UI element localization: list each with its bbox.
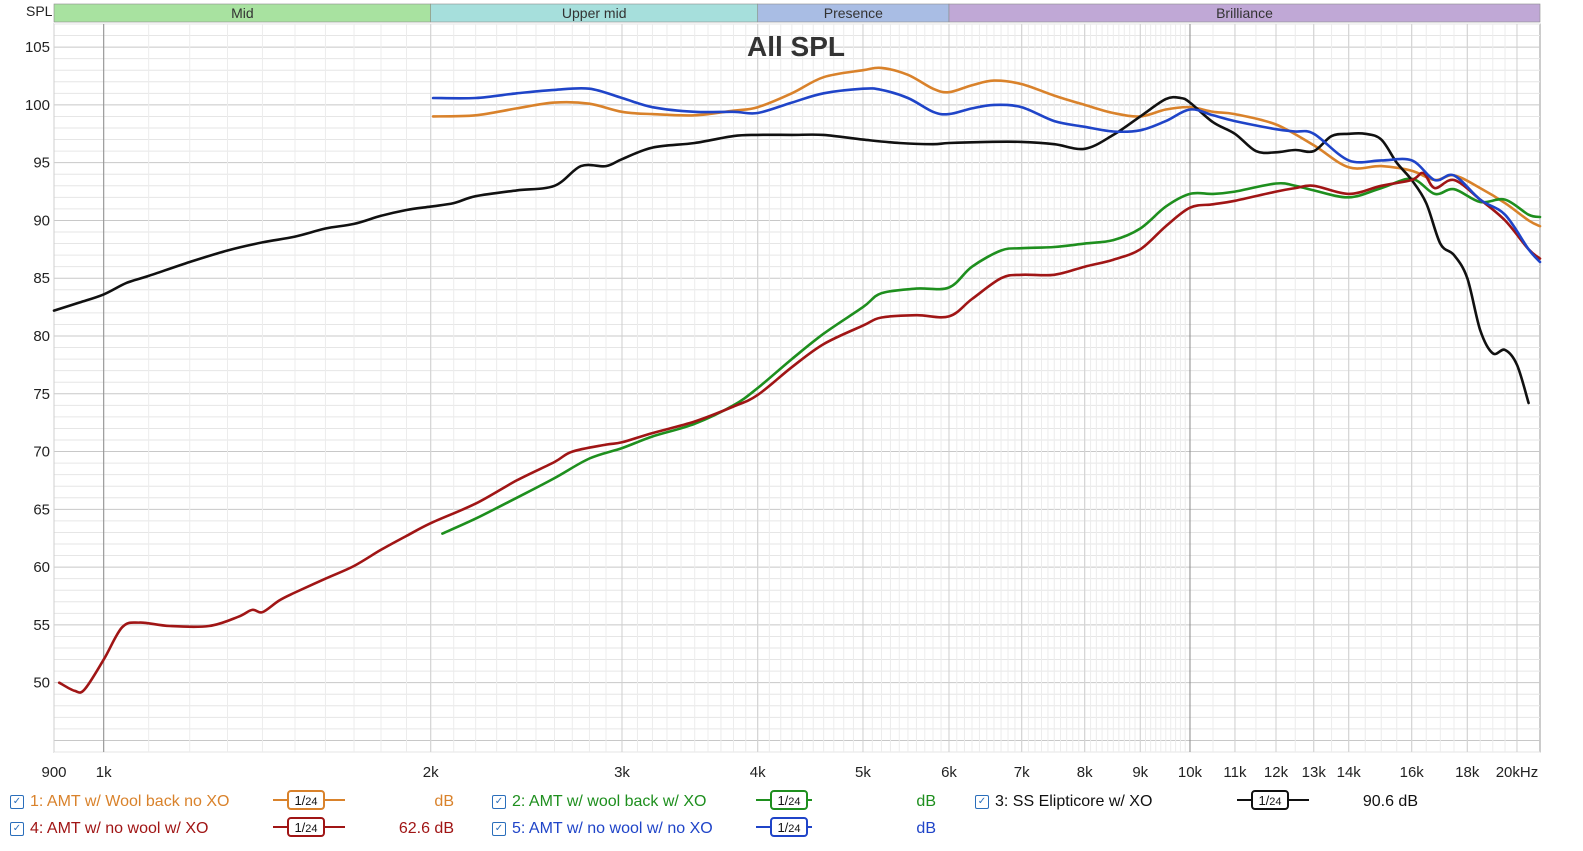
legend-value-3: 90.6 dB xyxy=(1362,793,1418,810)
legend-label: 1: AMT w/ Wool back no XO xyxy=(30,793,230,810)
legend-label: 2: AMT w/ wool back w/ XO xyxy=(512,793,707,810)
y-tick-label: 95 xyxy=(33,155,50,172)
x-tick-label: 6k xyxy=(941,764,957,781)
x-tick-label: 12k xyxy=(1264,764,1289,781)
chart-title: All SPL xyxy=(747,31,845,62)
smoothing-badge-2[interactable]: 1/24 xyxy=(756,790,812,810)
legend-value-4: 62.6 dB xyxy=(398,820,454,837)
smoothing-badge-4[interactable]: 1/24 xyxy=(273,817,345,837)
spl-chart: Mid Upper mid Presence Brilliance 50 55 60 65 70… xyxy=(25,3,1542,781)
x-tick-label: 2k xyxy=(423,764,439,781)
x-tick-label: 1k xyxy=(96,764,112,781)
legend-value-2: dB xyxy=(916,793,936,810)
y-axis-label: SPL xyxy=(26,3,53,19)
y-tick-label: 65 xyxy=(33,501,50,518)
x-tick-label: 9k xyxy=(1132,764,1148,781)
y-tick-label: 75 xyxy=(33,386,50,403)
x-tick-label: 5k xyxy=(855,764,871,781)
legend-label: 5: AMT w/ no wool w/ no XO xyxy=(512,820,713,837)
x-tick-label: 14k xyxy=(1337,764,1362,781)
x-tick-label: 3k xyxy=(614,764,630,781)
x-tick-label: 16k xyxy=(1400,764,1425,781)
x-tick-label: 4k xyxy=(750,764,766,781)
y-tick-label: 85 xyxy=(33,270,50,287)
band-label: Brilliance xyxy=(1216,5,1273,21)
legend-item-5[interactable]: ✓ 5: AMT w/ no wool w/ no XO xyxy=(492,817,713,841)
series-line-4 xyxy=(57,171,1542,694)
band-label: Mid xyxy=(231,5,254,21)
x-tick-label: 8k xyxy=(1077,764,1093,781)
legend-label: 3: SS Elipticore w/ XO xyxy=(995,793,1153,810)
x-tick-label: 900 xyxy=(41,764,66,781)
legend-label: 4: AMT w/ no wool w/ XO xyxy=(30,820,209,837)
legend-item-3[interactable]: ✓ 3: SS Elipticore w/ XO xyxy=(975,790,1152,814)
checkbox-icon[interactable]: ✓ xyxy=(975,795,989,809)
legend-item-4[interactable]: ✓ 4: AMT w/ no wool w/ XO xyxy=(10,817,208,841)
x-tick-label: 10k xyxy=(1178,764,1203,781)
smoothing-badge-3[interactable]: 1/24 xyxy=(1237,790,1309,810)
checkbox-icon[interactable]: ✓ xyxy=(10,822,24,836)
legend-item-2[interactable]: ✓ 2: AMT w/ wool back w/ XO xyxy=(492,790,706,814)
band-label: Upper mid xyxy=(562,5,627,21)
x-tick-label: 13k xyxy=(1302,764,1327,781)
x-tick-label: 20kHz xyxy=(1496,764,1539,781)
legend-value-5: dB xyxy=(916,820,936,837)
x-tick-label: 7k xyxy=(1014,764,1030,781)
y-tick-label: 50 xyxy=(33,675,50,692)
smoothing-badge-5[interactable]: 1/24 xyxy=(756,817,812,837)
y-tick-label: 80 xyxy=(33,328,50,345)
band-3 xyxy=(948,3,1541,23)
y-tick-label: 90 xyxy=(33,212,50,229)
legend-value-1: dB xyxy=(434,793,454,810)
smoothing-badge-1[interactable]: 1/24 xyxy=(273,790,345,810)
series-line-2 xyxy=(441,177,1542,535)
plot-area xyxy=(53,23,1541,753)
checkbox-icon[interactable]: ✓ xyxy=(492,822,506,836)
y-tick-label: 55 xyxy=(33,617,50,634)
legend-item-1[interactable]: ✓ 1: AMT w/ Wool back no XO xyxy=(10,790,230,814)
y-tick-label: 70 xyxy=(33,444,50,461)
band-label: Presence xyxy=(824,5,883,21)
series-line-3 xyxy=(52,95,1530,405)
checkbox-icon[interactable]: ✓ xyxy=(10,795,24,809)
checkbox-icon[interactable]: ✓ xyxy=(492,795,506,809)
y-tick-label: 100 xyxy=(25,97,50,114)
y-tick-label: 60 xyxy=(33,559,50,576)
series-line-5 xyxy=(431,86,1542,264)
y-tick-label: 105 xyxy=(25,39,50,56)
x-tick-label: 18k xyxy=(1455,764,1480,781)
x-tick-label: 11k xyxy=(1223,764,1247,781)
